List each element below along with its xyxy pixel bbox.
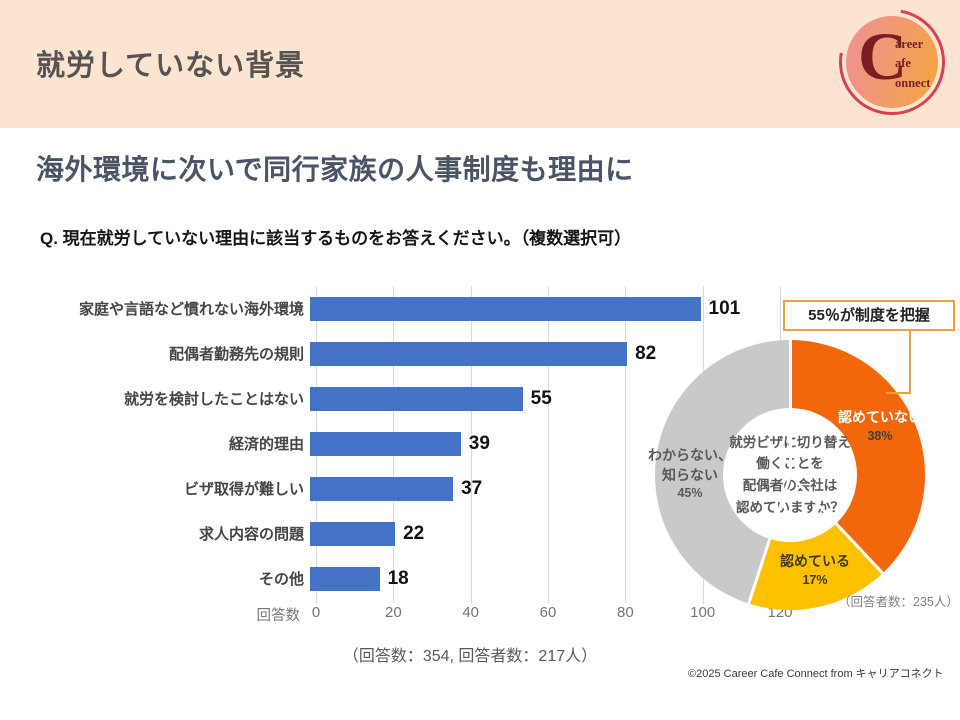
x-tick-label: 100 [690,604,716,621]
copyright-text: ©2025 Career Cafe Connect from キャリアコネクト [688,668,944,680]
slice-label-not-allowed: 認めていない 38% [838,409,922,443]
bar [310,431,461,456]
bar-row: その他 18 [30,556,800,601]
bar-row: 経済的理由 39 [30,421,800,466]
x-tick-label: 60 [539,604,557,621]
logo-wordmark: areer afe onnect [895,35,930,93]
donut-respondents-note: （回答者数：235人） [838,595,959,609]
bar-category-label: 求人内容の問題 [198,526,304,543]
bar [310,566,380,591]
bar [310,521,396,546]
bar-value-label: 37 [461,477,483,499]
bar-value-label: 18 [387,567,409,589]
bar-category-label: 経済的理由 [228,436,304,453]
survey-question: Q. 現在就労していない理由に該当するものをお答えください。（複数選択可） [40,229,632,248]
logo-word: areer [895,37,924,51]
bar-value-label: 55 [530,387,552,409]
x-axis-title: 回答数 [256,608,301,624]
bar-value-label: 82 [635,342,657,364]
bar [310,386,523,411]
gridline [625,286,627,604]
bar-row: 就労を検討したことはない 55 [30,376,800,421]
bar-category-label: その他 [258,571,304,588]
callout-connector-horizontal [886,392,911,394]
bar-row: 家庭や言語など慣れない海外環境 101 [30,286,800,331]
bar [310,296,701,321]
logo-word: onnect [895,75,931,90]
logo-word: afe [895,56,911,71]
bar-row: ビザ取得が難しい 37 [30,466,800,511]
donut-center-line: 配偶者の会社は [742,478,838,493]
bar-chart: 家庭や言語など慣れない海外環境 101 配偶者勤務先の規則 82 就労を検討したことはな… [30,286,800,631]
bar-row: 求人内容の問題 22 [30,511,800,556]
slice-label-unknown: わからない、 知らない 45% [648,447,732,501]
gridline [470,286,472,604]
donut-chart: 就労ビザに切り替え 働くことを 配偶者の会社は 認めていますか？ 認めていない … [648,340,925,610]
bar-value-label: 101 [708,297,741,319]
page-title: 就労していない背景 [36,50,306,82]
x-tick-label: 80 [616,604,634,621]
gridline [548,286,549,604]
x-tick-label: 0 [311,604,321,621]
logo-letter: C [858,18,908,94]
brand-logo: C areer afe onnect [818,0,960,136]
bar [310,341,628,366]
bar-chart-footnote: （回答数：354, 回答者数：217人） [342,648,598,665]
bar [310,476,454,501]
slice-divider [788,340,792,475]
callout-connector-vertical [909,331,911,393]
bar-value-label: 22 [403,522,425,544]
bar-category-label: 配偶者勤務先の規則 [168,346,304,363]
header-band: 就労していない背景 C areer afe onnect [0,0,960,136]
callout-box: 55％が制度を把握 [783,300,955,331]
slice-label-allowed: 認めている 17% [780,553,850,587]
bar-category-label: ビザ取得が難しい [183,481,304,498]
x-tick-label: 40 [462,604,479,621]
bar-value-label: 39 [468,432,490,454]
bar-category-label: 家庭や言語など慣れない海外環境 [78,301,304,318]
bar-row: 配偶者勤務先の規則 82 [30,331,800,376]
bar-category-label: 就労を検討したことはない [123,391,304,408]
bar-chart-rows: 家庭や言語など慣れない海外環境 101 配偶者勤務先の規則 82 就労を検討したことはな… [30,286,800,601]
slide-headline: 海外環境に次いで同行家族の人事制度も理由に [36,154,634,185]
x-tick-label: 20 [384,604,402,621]
logo-circle-icon [846,16,938,108]
